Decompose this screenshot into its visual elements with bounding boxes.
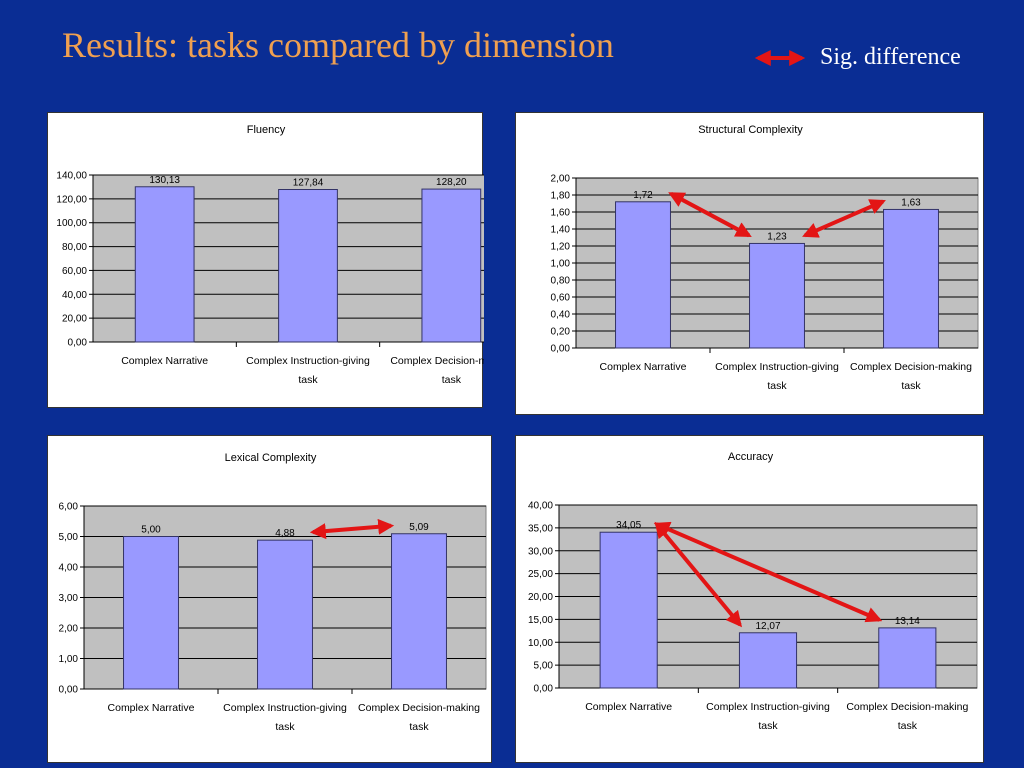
y-tick-label: 40,00 <box>62 290 87 301</box>
y-tick-label: 0,60 <box>551 293 571 304</box>
data-label: 13,14 <box>895 616 920 627</box>
data-label: 12,07 <box>755 621 780 632</box>
x-tick-label: Complex Decision-making <box>850 361 972 373</box>
bar <box>738 632 798 689</box>
bar <box>123 536 179 690</box>
chart-accuracy: Accuracy 0,00 5,00 10,00 15,00 20,00 25,00 30,0… <box>528 451 978 732</box>
y-tick-label: 0,00 <box>68 338 88 349</box>
data-label: 5,09 <box>409 522 429 533</box>
x-tick-label: task <box>409 721 429 733</box>
y-tick-label: 0,20 <box>551 327 571 338</box>
chart-title: Fluency <box>247 124 286 136</box>
bar <box>878 627 937 689</box>
y-tick-label: 0,00 <box>534 684 554 695</box>
legend-label: Sig. difference <box>820 44 961 70</box>
y-tick-label: 4,00 <box>59 563 79 574</box>
y-tick-label: 10,00 <box>528 638 553 649</box>
bar <box>749 242 805 349</box>
bar <box>134 186 195 343</box>
x-tick-label: task <box>758 720 778 732</box>
y-tick-label: 15,00 <box>528 615 553 626</box>
x-tick-label: Complex Instruction-giving <box>223 702 347 714</box>
chart-panel-lexical-complexity: Lexical Complexity 0,00 1,00 2,00 3,00 4,00 5,… <box>47 435 492 763</box>
x-tick-label: task <box>442 374 462 386</box>
bar <box>883 208 939 349</box>
y-tick-label: 1,60 <box>551 208 571 219</box>
y-tick-label: 6,00 <box>59 502 79 513</box>
y-tick-label: 1,20 <box>551 242 571 253</box>
y-tick-label: 60,00 <box>62 266 87 277</box>
x-tick-label: Complex Narrative <box>600 361 687 373</box>
sig-difference-arrow <box>309 518 395 540</box>
sig-difference-arrow <box>802 199 886 238</box>
x-tick-label: Complex Instruction-giving <box>706 701 830 713</box>
data-label: 4,88 <box>275 528 295 539</box>
chart-title: Accuracy <box>728 451 774 463</box>
y-tick-label: 5,00 <box>534 661 554 672</box>
bar <box>615 201 671 349</box>
y-tick-label: 25,00 <box>528 569 553 580</box>
chart-panel-accuracy: Accuracy 0,00 5,00 10,00 15,00 20,00 25,00 30,0… <box>515 435 984 763</box>
y-tick-label: 20,00 <box>528 592 553 603</box>
data-label: 1,63 <box>901 197 921 208</box>
y-tick-label: 1,40 <box>551 225 571 236</box>
y-tick-label: 35,00 <box>528 523 553 534</box>
x-tick-label: Complex Narrative <box>585 701 672 713</box>
y-tick-label: 0,80 <box>551 276 571 287</box>
x-tick-label: Complex Decision-making <box>390 355 484 367</box>
bar <box>278 189 338 343</box>
x-tick-label: task <box>275 721 295 733</box>
data-label: 1,72 <box>633 190 653 201</box>
y-tick-label: 1,80 <box>551 191 571 202</box>
y-tick-label: 2,00 <box>551 174 571 185</box>
x-tick-label: task <box>298 374 318 386</box>
chart-title: Lexical Complexity <box>225 452 317 464</box>
bar <box>599 531 658 689</box>
x-tick-label: Complex Decision-making <box>358 702 480 714</box>
data-label: 1,23 <box>767 231 787 242</box>
chart-structural-complexity: Structural Complexity 0,00 0,20 0,40 0,60 0,8… <box>551 124 979 392</box>
bar <box>421 188 482 343</box>
y-tick-label: 1,00 <box>59 654 79 665</box>
y-tick-label: 0,00 <box>59 685 79 696</box>
y-tick-label: 0,00 <box>551 344 571 355</box>
bar <box>391 533 447 690</box>
data-label: 34,05 <box>616 520 641 531</box>
chart-lexical-complexity: Lexical Complexity 0,00 1,00 2,00 3,00 4,00 5,… <box>59 452 487 733</box>
chart-panel-structural-complexity: Structural Complexity 0,00 0,20 0,40 0,60 0,8… <box>515 112 984 415</box>
double-arrow-icon <box>754 49 806 66</box>
y-tick-label: 40,00 <box>528 501 553 512</box>
x-tick-label: Complex Narrative <box>108 702 195 714</box>
data-label: 128,20 <box>436 177 467 188</box>
chart-fluency: Fluency 0,00 20,00 40,00 60,00 80,00 100,00 120… <box>56 124 484 386</box>
y-tick-label: 20,00 <box>62 314 87 325</box>
x-tick-label: Complex Instruction-giving <box>246 355 370 367</box>
data-label: 127,84 <box>293 178 324 189</box>
y-tick-label: 120,00 <box>56 194 87 205</box>
y-tick-label: 5,00 <box>59 532 79 543</box>
sig-difference-arrow <box>668 192 752 238</box>
y-tick-label: 0,40 <box>551 310 571 321</box>
legend: Sig. difference <box>752 44 961 71</box>
y-tick-label: 2,00 <box>59 624 79 635</box>
x-tick-label: task <box>901 380 921 392</box>
data-label: 5,00 <box>141 525 161 536</box>
y-tick-label: 30,00 <box>528 546 553 557</box>
x-tick-label: Complex Decision-making <box>846 701 968 713</box>
chart-panel-fluency: Fluency 0,00 20,00 40,00 60,00 80,00 100,00 120… <box>47 112 484 408</box>
x-tick-label: task <box>898 720 918 732</box>
x-tick-label: task <box>767 380 787 392</box>
chart-title: Structural Complexity <box>698 124 803 136</box>
y-tick-label: 140,00 <box>56 171 87 182</box>
x-tick-label: Complex Instruction-giving <box>715 361 839 373</box>
y-tick-label: 80,00 <box>62 242 87 253</box>
y-tick-label: 1,00 <box>551 259 571 270</box>
slide-title: Results: tasks compared by dimension <box>62 25 614 65</box>
y-tick-label: 100,00 <box>56 218 87 229</box>
bar <box>257 539 313 690</box>
sig-difference-arrow <box>653 521 883 623</box>
y-tick-label: 3,00 <box>59 593 79 604</box>
x-tick-label: Complex Narrative <box>121 355 208 367</box>
data-label: 130,13 <box>149 175 180 186</box>
